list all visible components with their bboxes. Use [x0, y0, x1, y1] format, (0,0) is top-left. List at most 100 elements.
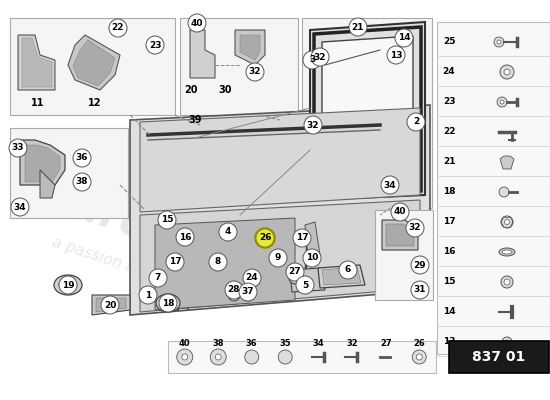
Polygon shape: [92, 295, 130, 315]
Text: 39: 39: [188, 115, 202, 125]
Circle shape: [146, 36, 164, 54]
Circle shape: [242, 289, 254, 301]
Text: 40: 40: [191, 18, 204, 28]
Polygon shape: [140, 200, 420, 312]
Text: 13: 13: [443, 338, 455, 346]
Circle shape: [296, 276, 314, 294]
Circle shape: [501, 276, 513, 288]
Circle shape: [499, 187, 509, 197]
Text: 40: 40: [179, 338, 190, 348]
Circle shape: [245, 350, 258, 364]
Circle shape: [500, 100, 504, 104]
Circle shape: [73, 149, 91, 167]
Circle shape: [159, 294, 177, 312]
Circle shape: [274, 254, 282, 262]
Text: 21: 21: [443, 158, 455, 166]
Bar: [180, 18, 298, 115]
Text: 15: 15: [443, 278, 455, 286]
Text: 26: 26: [258, 234, 271, 242]
Text: 32: 32: [346, 338, 358, 348]
Text: 36: 36: [246, 338, 257, 348]
Text: 7: 7: [155, 274, 161, 282]
Bar: [10, 18, 175, 115]
Polygon shape: [322, 36, 413, 188]
Circle shape: [59, 276, 77, 294]
Circle shape: [411, 256, 429, 274]
Circle shape: [228, 289, 240, 301]
Bar: [10, 128, 128, 218]
Ellipse shape: [156, 294, 180, 312]
Text: 31: 31: [414, 286, 426, 294]
Polygon shape: [318, 265, 365, 288]
Text: 29: 29: [414, 260, 426, 270]
Text: 22: 22: [443, 128, 455, 136]
Text: 26: 26: [414, 338, 425, 348]
Circle shape: [246, 63, 264, 81]
Polygon shape: [22, 38, 52, 87]
Circle shape: [412, 350, 426, 364]
Circle shape: [209, 253, 227, 271]
Text: 32: 32: [314, 52, 326, 62]
Text: 18: 18: [443, 188, 455, 196]
Ellipse shape: [502, 250, 512, 254]
Text: 9: 9: [275, 254, 281, 262]
Circle shape: [255, 228, 275, 248]
Ellipse shape: [160, 298, 176, 308]
Polygon shape: [140, 108, 420, 212]
Polygon shape: [290, 268, 325, 292]
Circle shape: [73, 173, 91, 191]
Circle shape: [239, 283, 257, 301]
Circle shape: [387, 46, 405, 64]
Polygon shape: [96, 298, 126, 312]
Text: 32: 32: [409, 224, 421, 232]
Circle shape: [497, 40, 501, 44]
Ellipse shape: [54, 275, 82, 295]
Text: 16: 16: [179, 232, 191, 242]
Text: 10: 10: [306, 254, 318, 262]
Text: 21: 21: [352, 22, 364, 32]
Text: 28: 28: [228, 286, 240, 294]
Circle shape: [293, 229, 311, 247]
Circle shape: [166, 253, 184, 271]
Circle shape: [215, 354, 221, 360]
Text: 18: 18: [162, 298, 174, 308]
Text: 27: 27: [289, 268, 301, 276]
Text: 16: 16: [443, 248, 455, 256]
Polygon shape: [190, 30, 215, 78]
Text: 11: 11: [31, 98, 45, 108]
Circle shape: [501, 216, 513, 228]
Circle shape: [139, 286, 157, 304]
Text: 40: 40: [394, 208, 406, 216]
Circle shape: [182, 354, 188, 360]
Circle shape: [243, 269, 261, 287]
Circle shape: [176, 228, 194, 246]
Circle shape: [381, 176, 399, 194]
Circle shape: [304, 116, 322, 134]
Circle shape: [269, 249, 287, 267]
Text: 30: 30: [218, 85, 232, 95]
Circle shape: [391, 203, 409, 221]
Text: 17: 17: [443, 218, 455, 226]
Bar: [168, 341, 436, 373]
Polygon shape: [73, 40, 115, 86]
Polygon shape: [130, 105, 430, 315]
Polygon shape: [500, 156, 514, 169]
Text: 22: 22: [112, 24, 124, 32]
Text: 15: 15: [161, 216, 173, 224]
Text: 36: 36: [76, 154, 88, 162]
Text: 24: 24: [246, 274, 258, 282]
Polygon shape: [322, 267, 361, 285]
Text: 1: 1: [145, 290, 151, 300]
Text: 23: 23: [443, 98, 455, 106]
Circle shape: [286, 263, 304, 281]
Polygon shape: [25, 145, 60, 182]
Text: 13: 13: [390, 50, 402, 60]
Text: 20: 20: [104, 300, 116, 310]
Text: 17: 17: [169, 258, 182, 266]
Circle shape: [188, 14, 206, 32]
Circle shape: [270, 250, 286, 266]
Circle shape: [245, 273, 259, 287]
Text: 34: 34: [384, 180, 397, 190]
Circle shape: [109, 19, 127, 37]
Polygon shape: [386, 224, 414, 246]
